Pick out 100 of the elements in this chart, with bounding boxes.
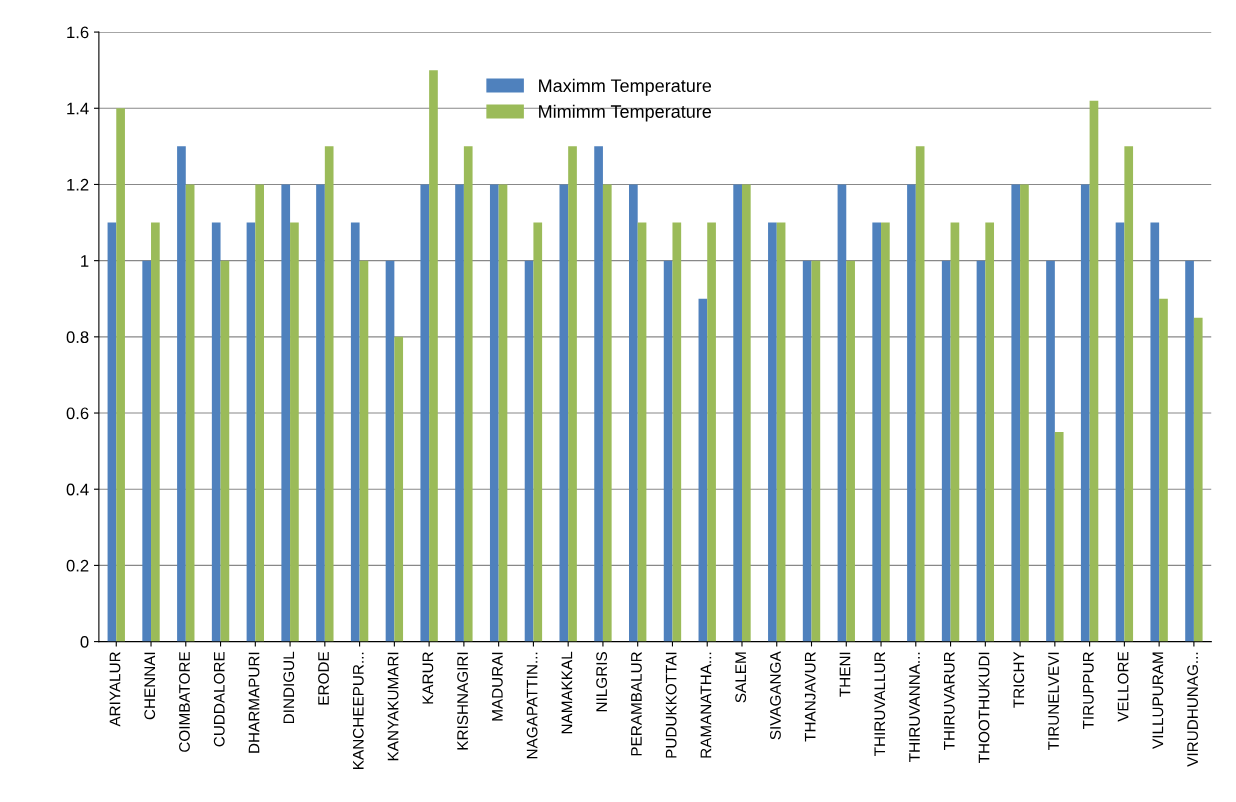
bar [1159,298,1168,642]
bar [707,222,716,642]
bar [324,146,334,642]
x-tick-label: VELLORE [1117,651,1129,722]
bar [1011,184,1021,642]
bar [350,222,360,642]
bar [429,70,438,642]
bar [663,260,673,642]
bar [498,184,508,642]
y-tick-label: 1.4 [67,102,89,115]
bar [976,260,986,642]
bar [489,184,499,642]
bar [1046,260,1055,642]
y-tick-label: 1.2 [67,178,89,191]
y-tick-label: 0 [80,636,89,648]
bar [142,260,152,642]
y-tick-label: 1 [81,255,89,267]
bar [1020,184,1029,642]
bar [316,184,325,642]
bar [594,146,603,642]
bar [776,222,786,642]
bar [811,260,821,642]
x-tick-label: THIRUVANNA... [909,652,920,762]
bar [872,222,882,642]
bar [1124,146,1134,642]
x-tick-label: SIVAGANGA [770,651,781,740]
y-tick-label: 0.4 [66,483,89,496]
bar [420,184,430,642]
x-tick-label: THANJAVUR [804,652,816,742]
x-tick-label: THENI [839,652,851,697]
bar [211,222,221,642]
bar [177,146,186,642]
bar [1193,317,1203,642]
x-tick-label: PERAMBALUR [631,652,642,756]
x-tick-label: THOOTHUKUDI [978,652,990,764]
bar [802,260,812,642]
bar [741,184,751,642]
x-tick-label: KARUR [422,652,434,704]
bar [385,260,395,642]
bar [1185,260,1194,642]
x-tick-label: CHENNAI [144,652,156,720]
bar [568,146,577,642]
bar [1115,222,1125,642]
y-tick-label: 0.6 [66,407,89,420]
bar [1080,184,1090,642]
x-tick-label: TIRUPPUR [1083,652,1094,730]
x-tick-label: VIRUDHUNAG... [1187,652,1198,767]
bar [533,222,543,642]
bar [185,184,195,642]
bar [637,222,647,642]
bar [1054,432,1064,642]
x-tick-label: TRICHY [1013,651,1025,708]
x-tick-label: PUDUKKOTTAI [665,652,677,758]
bar [907,184,916,642]
y-tick-label: 0.8 [66,331,89,344]
bar [290,222,299,642]
bar [602,184,612,642]
bar [394,336,404,642]
bar [698,298,708,642]
bar [281,184,291,642]
x-tick-label: MADURAI [492,652,503,721]
bar [455,184,464,642]
x-tick-label: DHARMAPURI [248,652,260,753]
x-tick-label: RAMANATHA... [700,652,712,758]
bar [246,222,256,642]
x-tick-label: NAMAKKAL [561,651,573,734]
bar [359,260,369,642]
bar [846,260,855,642]
y-tick-label: 0.2 [66,559,89,572]
bar [1089,100,1099,642]
x-tick-label: SALEM [735,652,747,703]
bar [985,222,995,642]
bar [941,260,951,642]
x-tick-label: NILGRIS [596,652,608,712]
bar [733,184,742,642]
bar [524,260,534,642]
bar [107,222,117,642]
x-tick-label: COIMBATORE [179,651,190,752]
x-tick-label: NAGAPATTIN... [526,652,538,759]
x-tick-label: ERODE [318,651,329,705]
y-tick-label: 1.6 [67,26,89,39]
legend-label: Maximm Temperature [539,78,712,96]
bar [116,108,125,642]
bar [672,222,682,642]
bar [559,184,569,642]
x-tick-label: ARIYALUR [109,652,121,727]
x-tick-label: VILLUPURAM [1152,652,1164,749]
bar [629,184,638,642]
x-tick-label: KANYAKUMARI [387,652,399,761]
bar [768,222,777,642]
bar [915,146,925,642]
x-tick-label: THIRUVARUR [944,652,955,751]
x-tick-label: KRISHNAGIRI [457,652,468,750]
bar [463,146,473,642]
legend-label: Mimimm Temperature [539,104,712,122]
bar [837,184,847,642]
bar [950,222,960,642]
bar [151,222,160,642]
x-tick-label: THIRUVALLUR [874,652,886,756]
x-tick-label: DINDIGUL [283,651,295,724]
